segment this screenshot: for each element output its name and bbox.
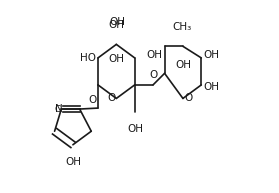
- Text: O: O: [184, 93, 192, 103]
- Text: HO: HO: [80, 53, 96, 63]
- Text: O: O: [89, 95, 97, 105]
- Text: C: C: [54, 105, 60, 113]
- Text: OH: OH: [65, 157, 81, 167]
- Text: CH₃: CH₃: [172, 22, 192, 32]
- Text: OH: OH: [147, 50, 163, 60]
- Text: OH: OH: [128, 124, 144, 135]
- Text: OH: OH: [203, 50, 219, 60]
- Text: OH: OH: [203, 82, 219, 92]
- Text: OH: OH: [175, 60, 191, 70]
- Text: OH: OH: [108, 20, 124, 30]
- Text: O: O: [149, 70, 157, 80]
- Text: OH: OH: [109, 17, 125, 27]
- Text: O: O: [107, 93, 116, 103]
- Text: OH: OH: [108, 54, 124, 64]
- Text: N: N: [55, 104, 62, 114]
